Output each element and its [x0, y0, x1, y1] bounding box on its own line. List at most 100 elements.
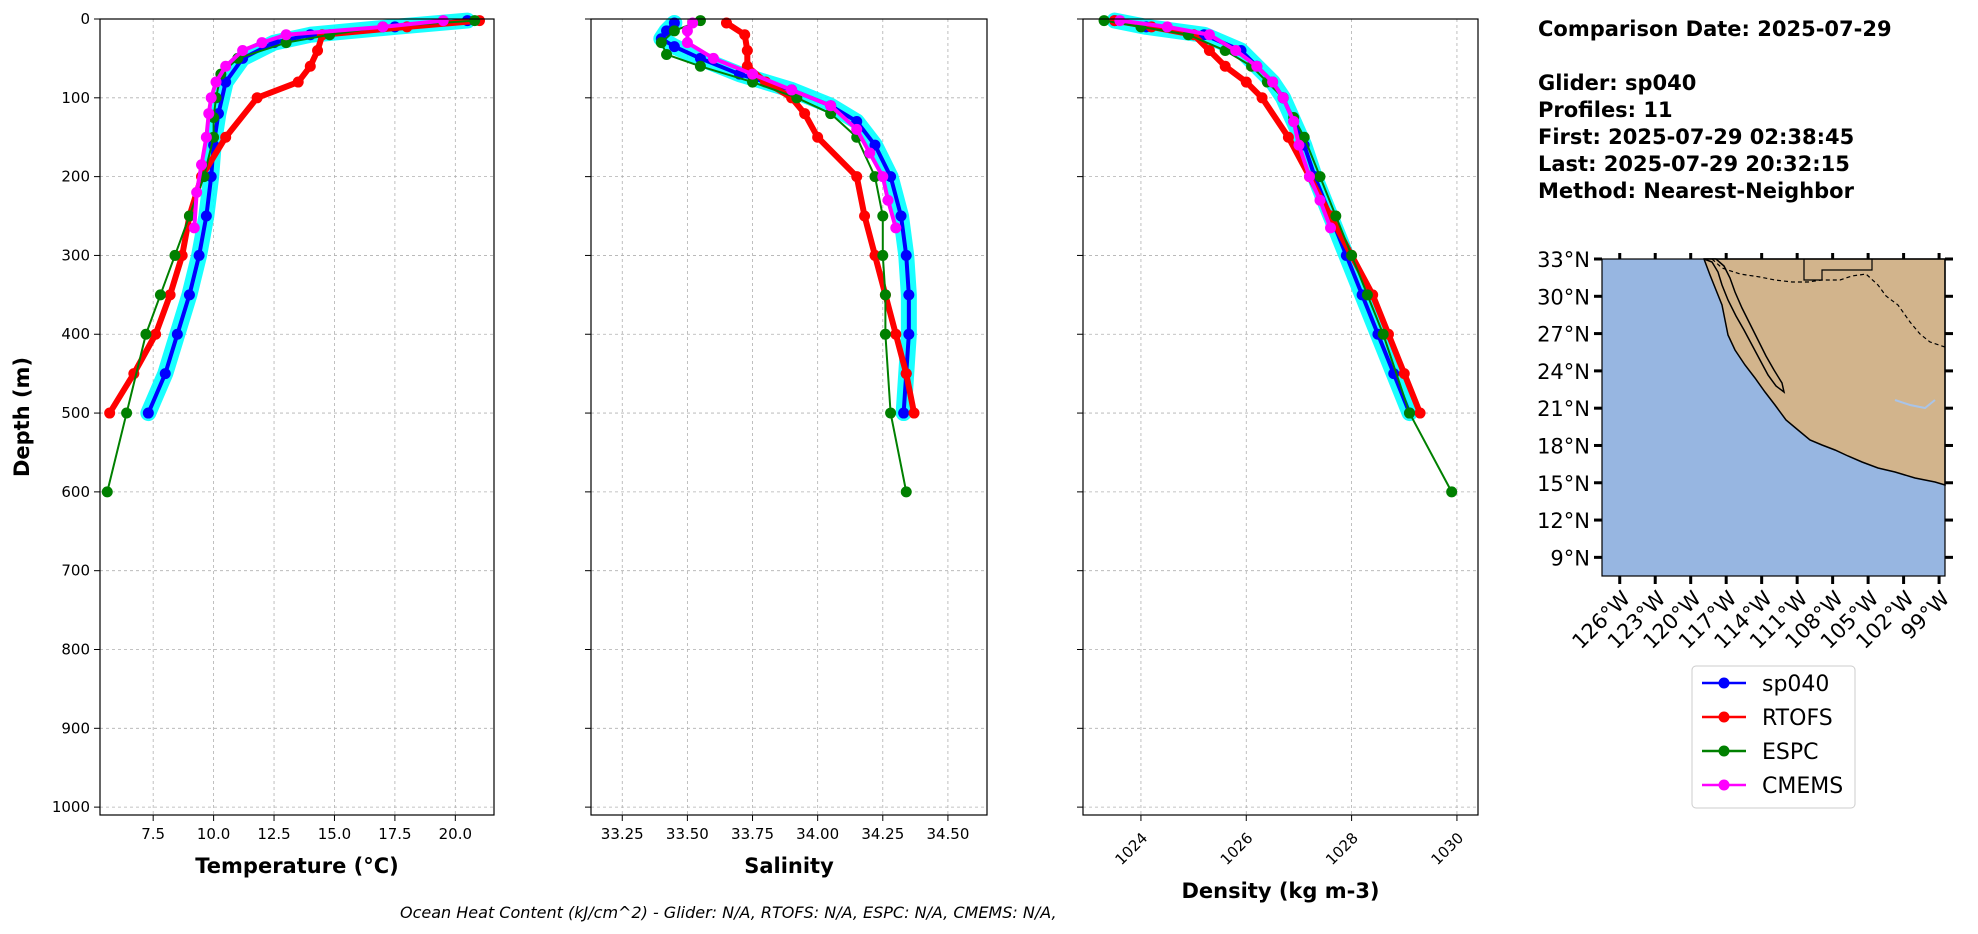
point-rtofs [1240, 76, 1252, 88]
point-cmems [681, 25, 693, 37]
point-cmems [825, 100, 837, 112]
x-tick-label: 1024 [1111, 829, 1151, 869]
point-cmems [203, 108, 215, 120]
lake [1894, 399, 1936, 410]
point-cmems [1288, 115, 1300, 127]
point-sp040 [171, 328, 183, 340]
legend-box [1691, 665, 1856, 809]
panel-1: 0 100 200 300 400 500 600 700 800 900 1000 7.5 10.0 1… [10, 10, 495, 878]
info-line: Profiles: 11 [1538, 98, 1673, 122]
point-rtofs [739, 29, 751, 41]
point-sp040 [142, 407, 154, 419]
x-tick-label: 20.0 [439, 825, 472, 843]
point-espc [900, 486, 912, 498]
point-espc [101, 486, 113, 498]
y-tick-label: 300 [61, 246, 90, 264]
point-espc [879, 289, 891, 301]
point-rtofs [799, 108, 811, 120]
point-rtofs [150, 328, 162, 340]
point-cmems [877, 171, 889, 183]
lat-label: 18°N [1537, 434, 1590, 458]
point-cmems [707, 52, 719, 64]
point-espc [668, 25, 680, 37]
point-rtofs [251, 92, 263, 104]
point-cmems [1251, 60, 1263, 72]
point-espc [1446, 486, 1458, 498]
point-cmems [220, 60, 232, 72]
info-line: Glider: sp040 [1538, 71, 1696, 95]
point-espc [469, 15, 481, 27]
point-cmems [890, 222, 902, 234]
point-cmems [205, 92, 217, 104]
point-espc [183, 210, 195, 222]
lat-label: 9°N [1550, 546, 1590, 570]
point-espc [655, 37, 667, 49]
point-sp040 [193, 249, 205, 261]
point-rtofs [720, 17, 732, 29]
x-tick-label: 17.5 [378, 825, 411, 843]
point-espc [121, 407, 133, 419]
info-line: Last: 2025-07-29 20:32:15 [1538, 152, 1850, 176]
lat-label: 33°N [1537, 248, 1590, 272]
point-espc [1098, 15, 1110, 27]
point-rtofs [104, 407, 116, 419]
point-cmems [681, 37, 693, 49]
x-tick-label: 34.00 [796, 825, 839, 843]
info-text-block: Comparison Date: 2025-07-29 Glider: sp040… [1538, 17, 1892, 203]
legend: sp040 RTOFS ESPC CMEMS [1691, 665, 1856, 809]
info-line: First: 2025-07-29 02:38:45 [1538, 125, 1854, 149]
y-tick-label: 800 [61, 640, 90, 658]
x-tick-label: 33.25 [601, 825, 644, 843]
info-line: Method: Nearest-Neighbor [1538, 179, 1855, 203]
series-line-espc [106, 19, 475, 493]
point-cmems [1277, 92, 1289, 104]
point-rtofs [312, 45, 324, 57]
point-rtofs [900, 368, 912, 380]
legend-label-sp040: sp040 [1762, 672, 1829, 697]
point-sp040 [885, 171, 897, 183]
sp040-spread-band [1106, 12, 1418, 422]
point-rtofs [1256, 92, 1268, 104]
legend-label-cmems: CMEMS [1762, 774, 1843, 799]
y-tick-label: 100 [61, 89, 90, 107]
lat-label: 30°N [1537, 285, 1590, 309]
point-rtofs [851, 171, 863, 183]
x-tick-label: 33.75 [731, 825, 774, 843]
point-cmems [188, 222, 200, 234]
x-tick-label: 34.50 [926, 825, 969, 843]
legend-label-espc: ESPC [1762, 740, 1819, 765]
panel-2: 33.25 33.50 33.75 34.00 34.25 34.50 Salinity [585, 14, 988, 878]
y-tick-label: 400 [61, 325, 90, 343]
lat-label: 15°N [1537, 472, 1590, 496]
point-espc [885, 407, 897, 419]
point-rtofs [292, 76, 304, 88]
point-cmems [864, 147, 876, 159]
lat-label: 12°N [1537, 509, 1590, 533]
point-espc [661, 48, 673, 60]
point-cmems [1203, 29, 1215, 41]
point-cmems [437, 15, 449, 27]
state-border [1803, 259, 1873, 281]
axes-frame [99, 18, 495, 816]
y-tick-label: 500 [61, 404, 90, 422]
legend-marker-rtofs [1718, 711, 1730, 723]
region-map: 33°N30°N27°N24°N21°N18°N15°N12°N9°N126°W… [1537, 248, 1954, 654]
point-cmems [210, 76, 222, 88]
point-rtofs [890, 328, 902, 340]
point-cmems [882, 194, 894, 206]
x-tick-label: 12.5 [257, 825, 290, 843]
point-espc [169, 249, 181, 261]
point-cmems [1314, 194, 1326, 206]
point-cmems [1325, 222, 1337, 234]
series-line-espc [1103, 19, 1453, 493]
x-tick-label: 34.25 [861, 825, 904, 843]
point-sp040 [661, 25, 673, 37]
point-cmems [1303, 171, 1315, 183]
axes-frame [1082, 18, 1479, 816]
x-tick-label: 1026 [1217, 829, 1257, 869]
y-tick-label: 0 [80, 10, 90, 28]
point-cmems [377, 21, 389, 33]
ohc-footer: Ocean Heat Content (kJ/cm^2) - Glider: N… [400, 903, 1057, 922]
point-espc [1404, 407, 1416, 419]
point-cmems [851, 123, 863, 135]
